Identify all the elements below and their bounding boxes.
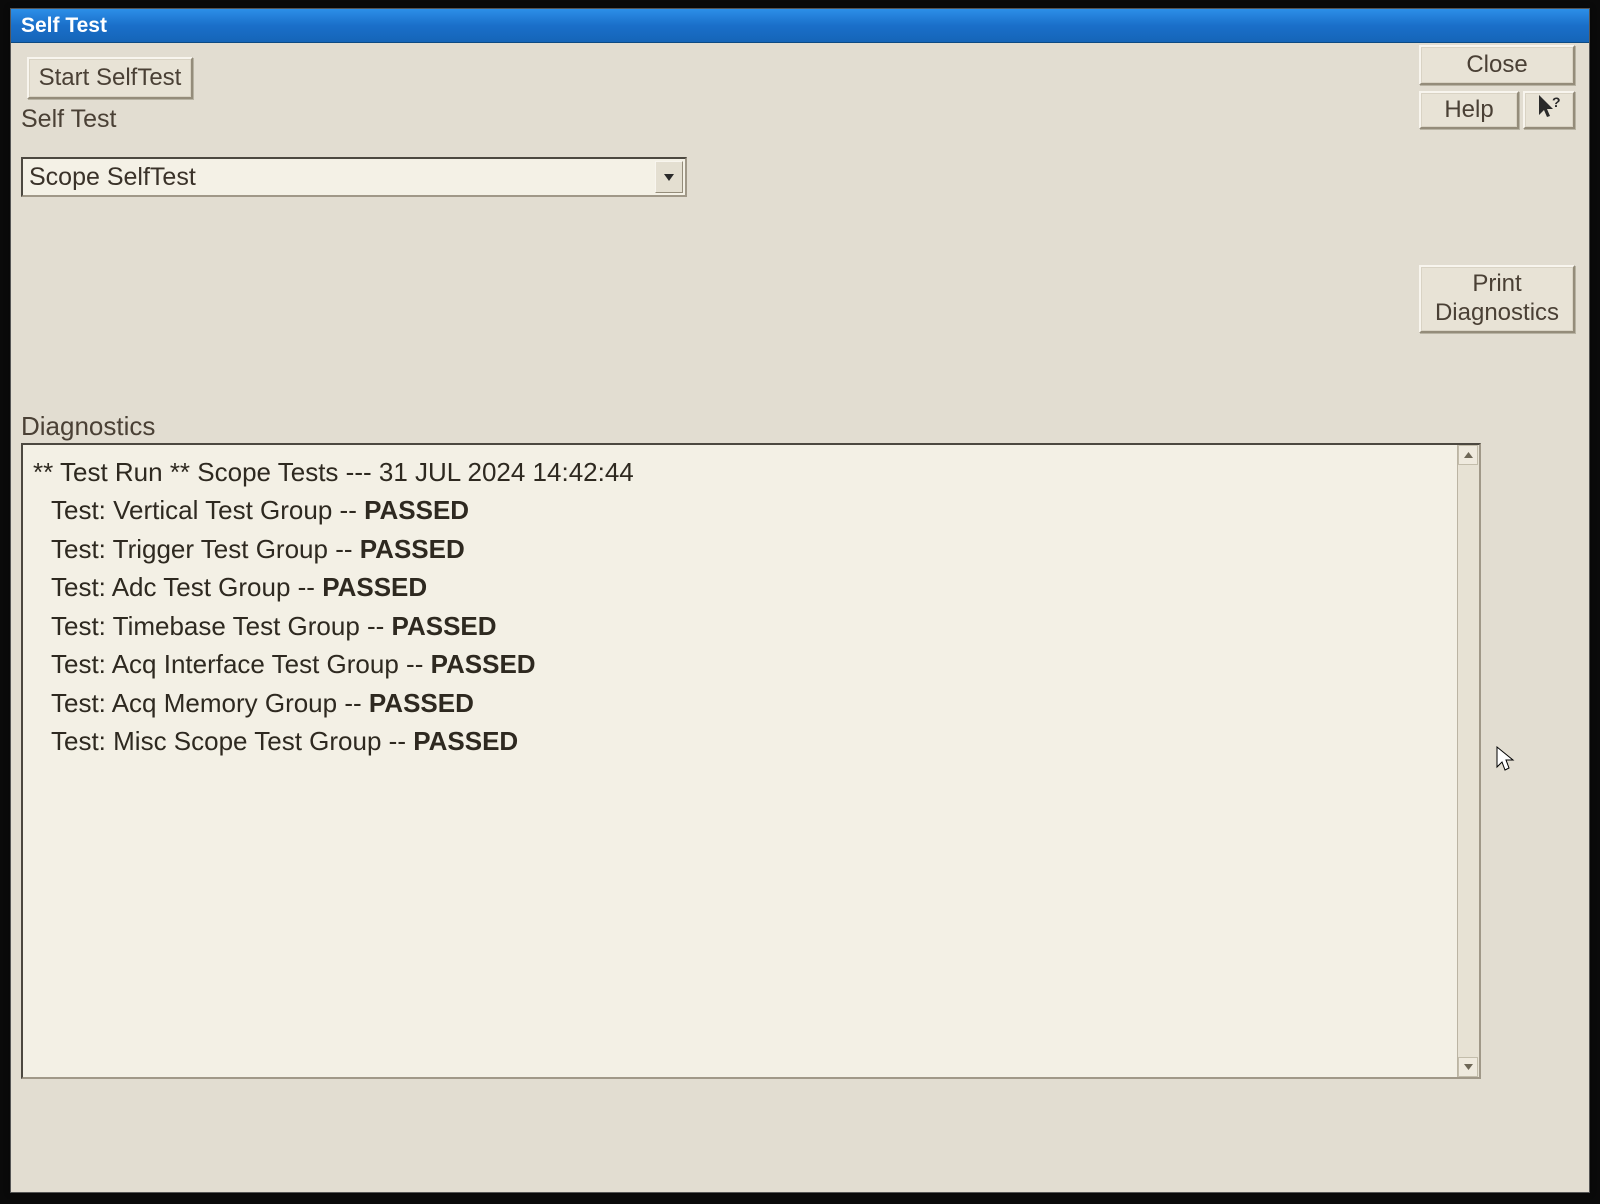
selftest-dropdown[interactable]: Scope SelfTest <box>21 157 687 197</box>
print-label-1: Print <box>1472 270 1521 299</box>
test-result-row: Test: Acq Interface Test Group -- PASSED <box>33 645 1447 683</box>
whats-this-button[interactable]: ? <box>1523 91 1575 129</box>
cursor-question-icon: ? <box>1536 93 1562 127</box>
self-test-window: Self Test Start SelfTest Close Help ? Pr… <box>10 8 1590 1193</box>
selftest-label: Self Test <box>21 105 116 134</box>
test-result-row: Test: Timebase Test Group -- PASSED <box>33 607 1447 645</box>
dropdown-selected: Scope SelfTest <box>29 163 196 192</box>
start-selftest-label: Start SelfTest <box>39 64 182 93</box>
scroll-down-button[interactable] <box>1458 1057 1478 1077</box>
diagnostics-output: ** Test Run ** Scope Tests --- 31 JUL 20… <box>23 445 1457 1077</box>
window-title: Self Test <box>21 14 107 38</box>
client-area: Start SelfTest Close Help ? Print Diagno… <box>11 43 1589 1192</box>
test-result-row: Test: Acq Memory Group -- PASSED <box>33 684 1447 722</box>
print-label-2: Diagnostics <box>1435 299 1559 328</box>
titlebar[interactable]: Self Test <box>11 9 1589 43</box>
test-result-row: Test: Adc Test Group -- PASSED <box>33 568 1447 606</box>
close-button[interactable]: Close <box>1419 45 1575 85</box>
svg-text:?: ? <box>1552 94 1561 110</box>
diagnostics-box: ** Test Run ** Scope Tests --- 31 JUL 20… <box>21 443 1481 1079</box>
scroll-up-button[interactable] <box>1458 445 1478 465</box>
test-result-row: Test: Trigger Test Group -- PASSED <box>33 530 1447 568</box>
test-result-row: Test: Misc Scope Test Group -- PASSED <box>33 722 1447 760</box>
close-label: Close <box>1466 51 1527 80</box>
test-result-row: Test: Vertical Test Group -- PASSED <box>33 491 1447 529</box>
diagnostics-label: Diagnostics <box>21 411 155 442</box>
help-label: Help <box>1444 96 1493 125</box>
scrollbar[interactable] <box>1457 445 1479 1077</box>
chevron-down-icon[interactable] <box>655 161 683 193</box>
start-selftest-button[interactable]: Start SelfTest <box>27 57 193 99</box>
help-button[interactable]: Help <box>1419 91 1519 129</box>
print-diagnostics-button[interactable]: Print Diagnostics <box>1419 265 1575 333</box>
